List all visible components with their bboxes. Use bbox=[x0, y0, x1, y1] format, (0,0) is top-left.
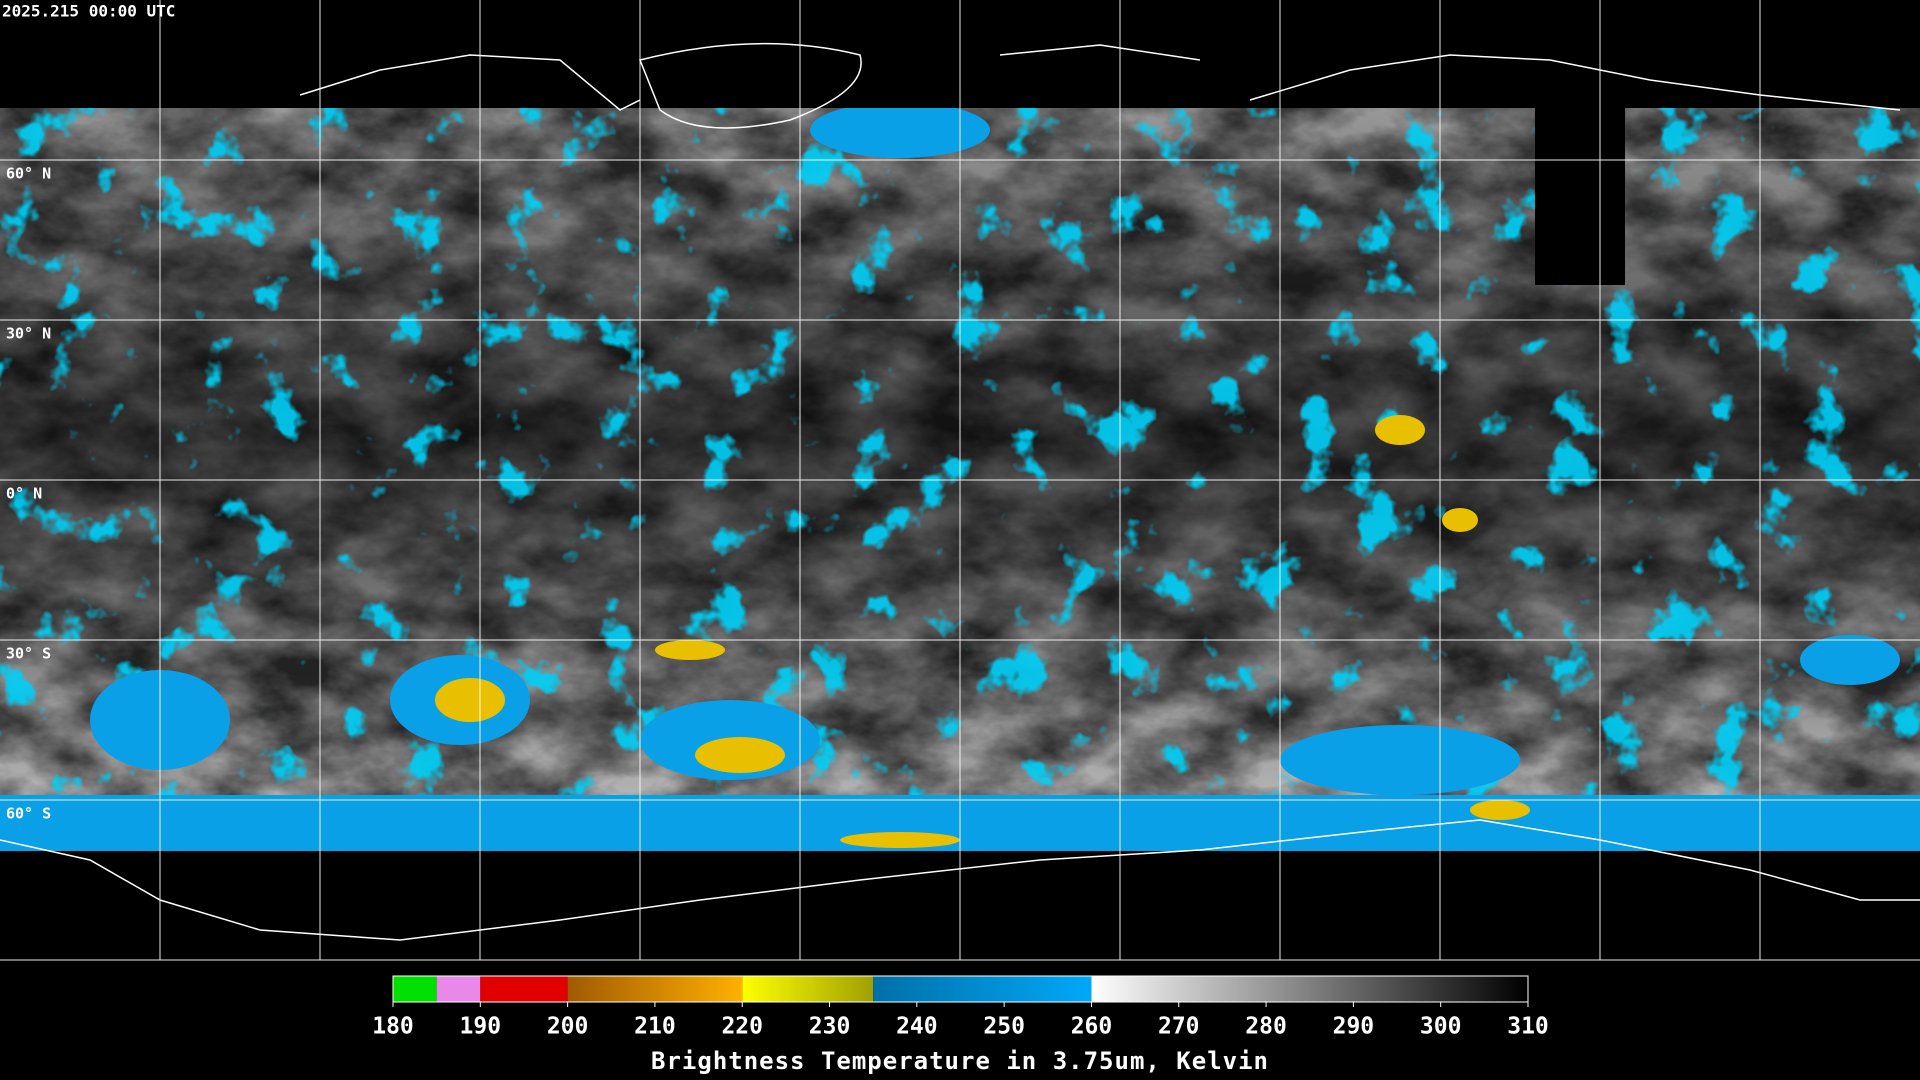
colorbar-tick-label: 230 bbox=[809, 1014, 851, 1040]
latitude-label: 30° N bbox=[6, 325, 51, 343]
colorbar-tick-label: 300 bbox=[1420, 1014, 1462, 1040]
colorbar-title: Brightness Temperature in 3.75um, Kelvin bbox=[651, 1047, 1269, 1075]
colorbar-tick-label: 270 bbox=[1158, 1014, 1200, 1040]
colorbar: 180 190 200 210 220 230 240 250 260 270 280 290 300 3… bbox=[372, 975, 1549, 1040]
latitude-labels: 60° N 30° N 0° N 30° S 60° S bbox=[6, 165, 51, 823]
colorbar-tick-label: 200 bbox=[547, 1014, 589, 1040]
colorbar-tick-label: 190 bbox=[460, 1014, 502, 1040]
colorbar-segment bbox=[567, 976, 743, 1002]
colorbar-tick-label: 250 bbox=[983, 1014, 1025, 1040]
graticule bbox=[0, 0, 1920, 961]
latitude-label: 30° S bbox=[6, 645, 51, 663]
timestamp: 2025.215 00:00 UTC bbox=[2, 2, 175, 21]
colorbar-segment bbox=[393, 976, 437, 1002]
colorbar-frame bbox=[392, 975, 1529, 1003]
very-cold-tops bbox=[435, 415, 1530, 848]
colorbar-tick-label: 310 bbox=[1507, 1014, 1549, 1040]
latitude-label: 0° N bbox=[6, 485, 42, 503]
colorbar-tick-label: 280 bbox=[1245, 1014, 1287, 1040]
colorbar-tick-label: 260 bbox=[1071, 1014, 1113, 1040]
continent-outlines bbox=[0, 42, 1920, 941]
colorbar-segment bbox=[436, 976, 481, 1002]
colorbar-segment bbox=[1091, 976, 1528, 1002]
latitude-label: 60° N bbox=[6, 165, 51, 183]
colorbar-tick-label: 180 bbox=[372, 1014, 414, 1040]
colorbar-tick-label: 290 bbox=[1333, 1014, 1375, 1040]
colorbar-segment bbox=[742, 976, 874, 1002]
colorbar-tick-label: 240 bbox=[896, 1014, 938, 1040]
colorbar-segment bbox=[873, 976, 1092, 1002]
colorbar-tick-label: 210 bbox=[634, 1014, 676, 1040]
colorbar-tick-label: 220 bbox=[721, 1014, 763, 1040]
colorbar-segment bbox=[480, 976, 568, 1002]
latitude-label: 60° S bbox=[6, 805, 51, 823]
